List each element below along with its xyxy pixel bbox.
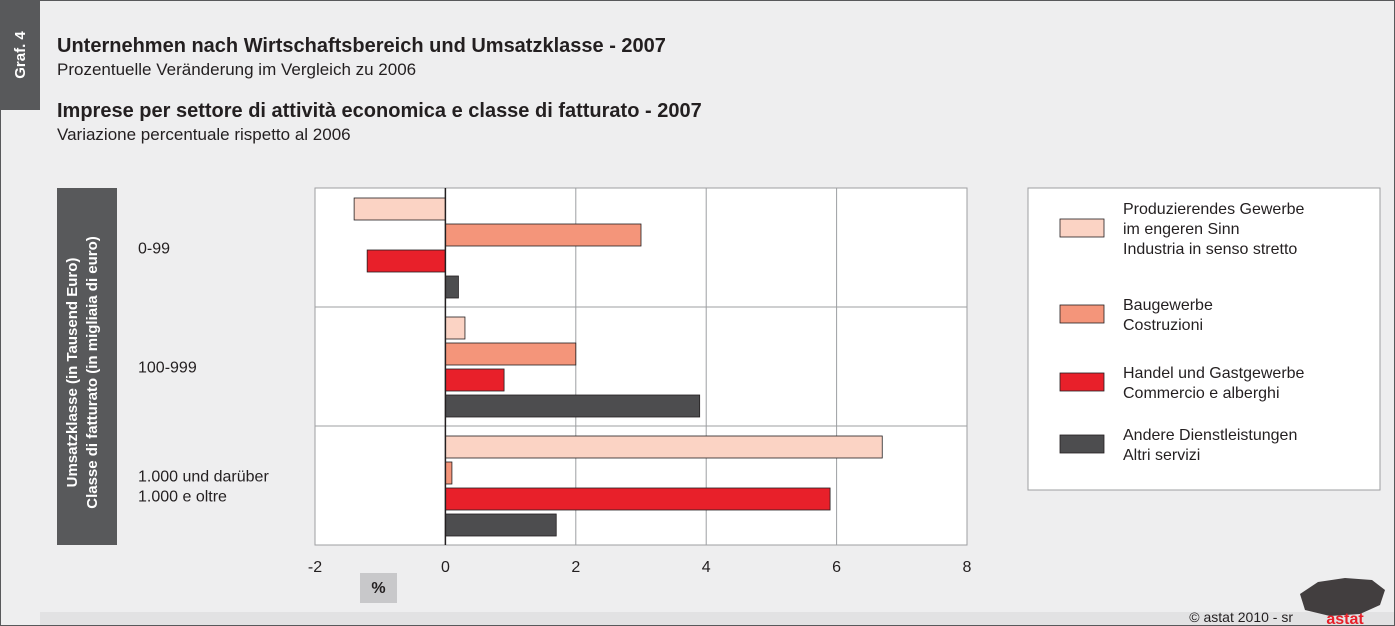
footer-band xyxy=(40,612,1395,626)
x-tick-label: 0 xyxy=(441,559,450,576)
legend-label: Handel und Gastgewerbe Commercio e alberg… xyxy=(1123,365,1305,402)
bar xyxy=(444,275,459,299)
x-label: % xyxy=(371,580,385,597)
bar xyxy=(366,249,446,273)
bar xyxy=(444,435,883,459)
legend-swatch xyxy=(1059,372,1105,392)
y-tick-label: 0-99 xyxy=(138,241,170,258)
y-label-box xyxy=(57,188,117,545)
y-label: Umsatzklasse (in Tausend Euro) Classe di … xyxy=(64,236,101,509)
legend-label: Andere Dienstleistungen Altri servizi xyxy=(1123,427,1297,464)
bar xyxy=(444,513,557,537)
y-tick-label: 1.000 und darüber 1.000 e oltre xyxy=(138,469,269,506)
tab-label: Graf. 4 xyxy=(12,31,29,79)
bar xyxy=(444,461,453,485)
x-tick-label: 4 xyxy=(702,559,711,576)
tab xyxy=(0,0,40,110)
bar xyxy=(444,487,831,511)
legend-label: Produzierendes Gewerbe im engeren Sinn Ind… xyxy=(1123,201,1305,258)
bar xyxy=(444,342,577,366)
x-tick-label: 2 xyxy=(571,559,580,576)
plot-area xyxy=(314,187,968,546)
bar xyxy=(444,316,466,340)
y-tick-label: 100-999 xyxy=(138,360,197,377)
legend-swatch xyxy=(1059,218,1105,238)
x-tick-label: 6 xyxy=(832,559,841,576)
bar xyxy=(444,394,701,418)
title-de: Unternehmen nach Wirtschaftsbereich und … xyxy=(57,35,666,57)
subtitle-de: Prozentuelle Veränderung im Vergleich zu… xyxy=(57,60,416,79)
footer: © astat 2010 - sr xyxy=(1189,609,1293,625)
logo: astat xyxy=(1326,611,1364,626)
bar xyxy=(444,368,505,392)
x-label-box xyxy=(360,573,397,603)
subtitle-it: Variazione percentuale rispetto al 2006 xyxy=(57,125,351,144)
legend-swatch xyxy=(1059,434,1105,454)
bar xyxy=(353,197,446,221)
title-it: Imprese per settore di attività economic… xyxy=(57,100,702,122)
x-tick-label: -2 xyxy=(308,559,322,576)
logo-mark xyxy=(1300,578,1385,616)
legend-label: Baugewerbe Costruzioni xyxy=(1123,297,1213,334)
bar xyxy=(444,223,642,247)
x-tick-label: 8 xyxy=(963,559,972,576)
legend-swatch xyxy=(1059,304,1105,324)
